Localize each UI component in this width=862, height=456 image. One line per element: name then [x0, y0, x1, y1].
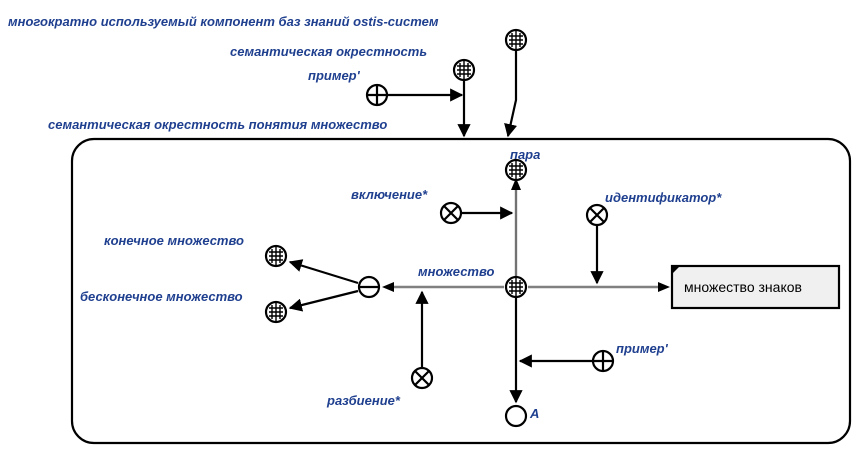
- node-partition[interactable]: [410, 366, 434, 390]
- label-example-bottom: пример': [616, 341, 669, 356]
- arc-component-to-contour: [504, 50, 518, 138]
- label-neighborhood-of-set: семантическая окрестность понятия множес…: [48, 117, 387, 132]
- label-infinite-set: бесконечное множество: [80, 289, 243, 304]
- node-partition-tuple[interactable]: [357, 275, 381, 299]
- arc-set-to-minus-head: [382, 282, 394, 292]
- node-identifier[interactable]: [585, 203, 609, 227]
- contour-frame: [70, 137, 852, 445]
- label-reusable-component: многократно используемый компонент баз з…: [8, 14, 439, 29]
- file-node-text: множество знаков: [684, 279, 802, 295]
- node-pair[interactable]: [504, 158, 528, 182]
- label-a: A: [529, 406, 539, 421]
- label-set: множество: [418, 264, 495, 279]
- node-inclusion[interactable]: [439, 201, 463, 225]
- label-semantic-neighborhood: семантическая окрестность: [230, 44, 427, 59]
- label-finite-set: конечное множество: [104, 233, 244, 248]
- arc-minus-to-infinite: [288, 289, 359, 312]
- label-pair: пара: [510, 147, 540, 162]
- node-infinite-set[interactable]: [264, 300, 288, 324]
- label-inclusion: включение*: [351, 187, 428, 202]
- label-identifier: идентификатор*: [605, 190, 722, 205]
- node-reusable-component[interactable]: [504, 28, 528, 52]
- node-example-top[interactable]: [365, 83, 389, 107]
- arc-minus-to-finite: [288, 259, 359, 285]
- arc-set-to-file-head: [658, 282, 670, 292]
- node-finite-set[interactable]: [264, 244, 288, 268]
- node-set[interactable]: [504, 275, 528, 299]
- node-a[interactable]: [504, 404, 528, 428]
- node-example-bottom[interactable]: [591, 349, 615, 373]
- file-node[interactable]: множество знаков: [670, 264, 841, 310]
- node-semantic-neighborhood[interactable]: [452, 58, 476, 82]
- label-example-top: пример': [308, 68, 361, 83]
- arc-set-to-pair-head: [511, 178, 521, 190]
- label-partition: разбиение*: [326, 393, 401, 408]
